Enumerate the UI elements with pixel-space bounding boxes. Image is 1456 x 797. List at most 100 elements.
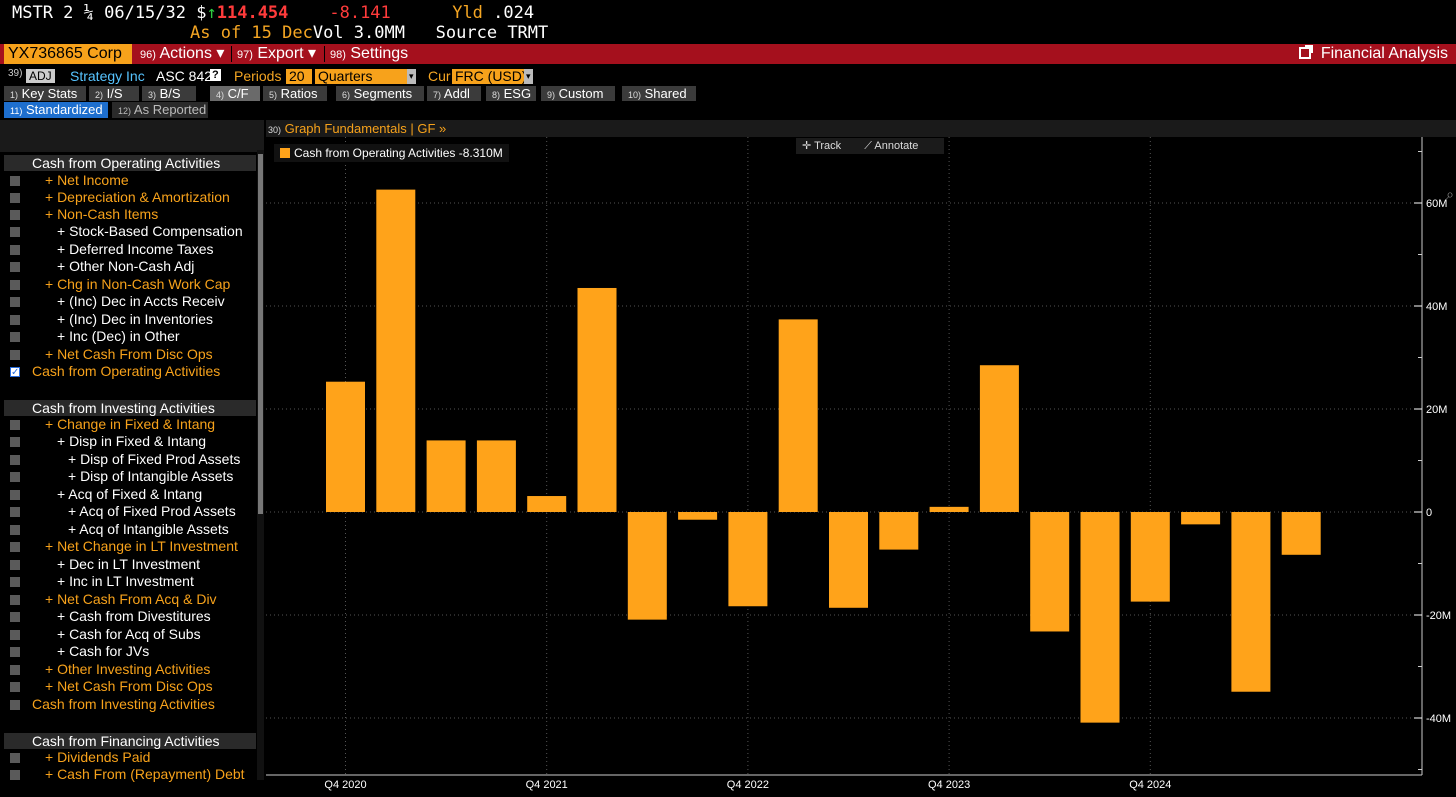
list-item[interactable]: + Cash for Acq of Subs [0, 626, 258, 643]
checkbox[interactable] [10, 700, 20, 710]
list-item[interactable]: + (Inc) Dec in Accts Receiv [0, 293, 258, 310]
list-item[interactable]: + Net Cash From Disc Ops [0, 346, 258, 363]
list-item[interactable]: + Net Cash From Disc Ops [0, 678, 258, 695]
list-item[interactable]: + Other Investing Activities [0, 661, 258, 678]
help-icon[interactable]: ? [210, 69, 221, 81]
settings-menu[interactable]: 98) Settings [326, 44, 412, 64]
list-item[interactable]: Cash from Investing Activities [0, 696, 258, 713]
list-item[interactable]: + Inc (Dec) in Other [0, 328, 258, 345]
adj-toggle[interactable]: ADJ [26, 69, 55, 83]
checkbox[interactable] [10, 280, 20, 290]
tab-esg[interactable]: 8) ESG [486, 86, 536, 101]
tab-custom[interactable]: 9) Custom [541, 86, 615, 101]
list-item[interactable]: + Acq of Fixed Prod Assets [0, 503, 258, 520]
list-item[interactable]: + Cash for JVs [0, 643, 258, 660]
list-item[interactable]: + Stock-Based Compensation [0, 223, 258, 240]
tab-bs[interactable]: 3) B/S [142, 86, 196, 101]
checkbox[interactable] [10, 577, 20, 587]
chevron-down-icon[interactable]: ▾ [524, 69, 533, 84]
checkbox[interactable] [10, 245, 20, 255]
tab-is[interactable]: 2) I/S [89, 86, 139, 101]
zoom-search-icon[interactable]: ⌕ [1446, 186, 1454, 202]
checkbox[interactable] [10, 315, 20, 325]
checkbox[interactable] [10, 193, 20, 203]
list-item[interactable]: + Net Change in LT Investment [0, 538, 258, 555]
graph-fundamentals-header[interactable]: 30) Graph Fundamentals | GF » [266, 120, 1456, 137]
tab-addl[interactable]: 7) Addl [427, 86, 481, 101]
tab-shared[interactable]: 10) Shared [622, 86, 696, 101]
chevron-down-icon[interactable]: ▾ [407, 69, 416, 84]
list-item[interactable]: + Other Non-Cash Adj [0, 258, 258, 275]
chart-legend[interactable]: Cash from Operating Activities -8.310M [274, 144, 509, 162]
track-tool[interactable]: ✛ Track [802, 140, 842, 152]
security-field[interactable]: YX736865 Corp [4, 44, 132, 64]
list-item[interactable]: + Depreciation & Amortization [0, 189, 258, 206]
checkbox[interactable] [10, 262, 20, 272]
annotate-tool[interactable]: ⟋ Annotate [864, 140, 919, 152]
checkbox[interactable] [10, 420, 20, 430]
checkbox[interactable] [10, 770, 20, 780]
checkbox[interactable] [10, 176, 20, 186]
checkbox[interactable] [10, 525, 20, 535]
checkbox[interactable] [10, 472, 20, 482]
list-item[interactable]: + Cash From (Repayment) Debt [0, 766, 258, 783]
list-item[interactable]: + Net Cash From Acq & Div [0, 591, 258, 608]
checkbox[interactable] [10, 297, 20, 307]
checkbox[interactable] [10, 612, 20, 622]
tab-segments[interactable]: 6) Segments [336, 86, 424, 101]
checkbox-checked[interactable] [10, 364, 20, 381]
checkbox[interactable] [10, 437, 20, 447]
ticker[interactable]: MSTR 2 ¼ 06/15/32 [12, 3, 186, 23]
subtab-as-reported[interactable]: 12) As Reported [112, 102, 208, 118]
checkbox[interactable] [10, 630, 20, 640]
periods-input[interactable]: 20 [286, 69, 312, 84]
list-item[interactable]: + Dec in LT Investment [0, 556, 258, 573]
checkbox[interactable] [10, 560, 20, 570]
financial-analysis-button[interactable]: Financial Analysis [1298, 44, 1448, 64]
row-label: + Net Income [45, 172, 129, 188]
tab-key-stats[interactable]: 1) Key Stats [4, 86, 86, 101]
company-name[interactable]: Strategy Inc [70, 68, 145, 84]
checkbox[interactable] [10, 227, 20, 237]
checkbox[interactable] [10, 455, 20, 465]
checkbox[interactable] [10, 753, 20, 763]
checkbox[interactable] [10, 665, 20, 675]
list-item[interactable]: + Acq of Intangible Assets [0, 521, 258, 538]
checkbox[interactable] [10, 490, 20, 500]
actions-menu[interactable]: 96) Actions ▾ [136, 44, 228, 64]
tab-cf[interactable]: 4) C/F [210, 86, 260, 101]
checkbox[interactable] [10, 507, 20, 517]
currency-select[interactable]: FRC (USD) [452, 69, 527, 84]
period-type-select[interactable]: Quarters [315, 69, 407, 84]
tab-ratios[interactable]: 5) Ratios [263, 86, 327, 101]
scrollbar-thumb[interactable] [258, 154, 263, 514]
list-item[interactable]: + Acq of Fixed & Intang [0, 486, 258, 503]
list-item[interactable]: + (Inc) Dec in Inventories [0, 311, 258, 328]
export-menu[interactable]: 97) Export ▾ [233, 44, 320, 64]
checkbox[interactable] [10, 542, 20, 552]
list-item[interactable]: Cash from Operating Activities [0, 363, 258, 381]
list-item[interactable]: + Inc in LT Investment [0, 573, 258, 590]
checkbox[interactable] [10, 647, 20, 657]
list-item[interactable]: + Non-Cash Items [0, 206, 258, 223]
list-item[interactable]: + Deferred Income Taxes [0, 241, 258, 258]
checkbox[interactable] [10, 332, 20, 342]
subtab-standardized[interactable]: 11) Standardized [4, 102, 108, 118]
scrollbar[interactable] [257, 150, 264, 780]
row-label: + Inc (Dec) in Other [57, 328, 180, 344]
list-item[interactable]: + Chg in Non-Cash Work Cap [0, 276, 258, 293]
list-item[interactable]: + Disp of Intangible Assets [0, 468, 258, 485]
checkbox[interactable] [10, 210, 20, 220]
list-item[interactable]: + Net Income [0, 172, 258, 189]
checkbox[interactable] [10, 350, 20, 360]
list-item[interactable]: + Cash from Divestitures [0, 608, 258, 625]
row-label: + Deferred Income Taxes [57, 241, 214, 257]
list-item[interactable]: + Dividends Paid [0, 749, 258, 766]
checkbox[interactable] [10, 595, 20, 605]
list-item[interactable]: + Change in Fixed & Intang [0, 416, 258, 433]
row-label: + Acq of Fixed Prod Assets [68, 503, 236, 519]
checkbox[interactable] [10, 682, 20, 692]
list-item[interactable]: + Disp of Fixed Prod Assets [0, 451, 258, 468]
tab-num: 1) [10, 90, 19, 100]
list-item[interactable]: + Disp in Fixed & Intang [0, 433, 258, 450]
